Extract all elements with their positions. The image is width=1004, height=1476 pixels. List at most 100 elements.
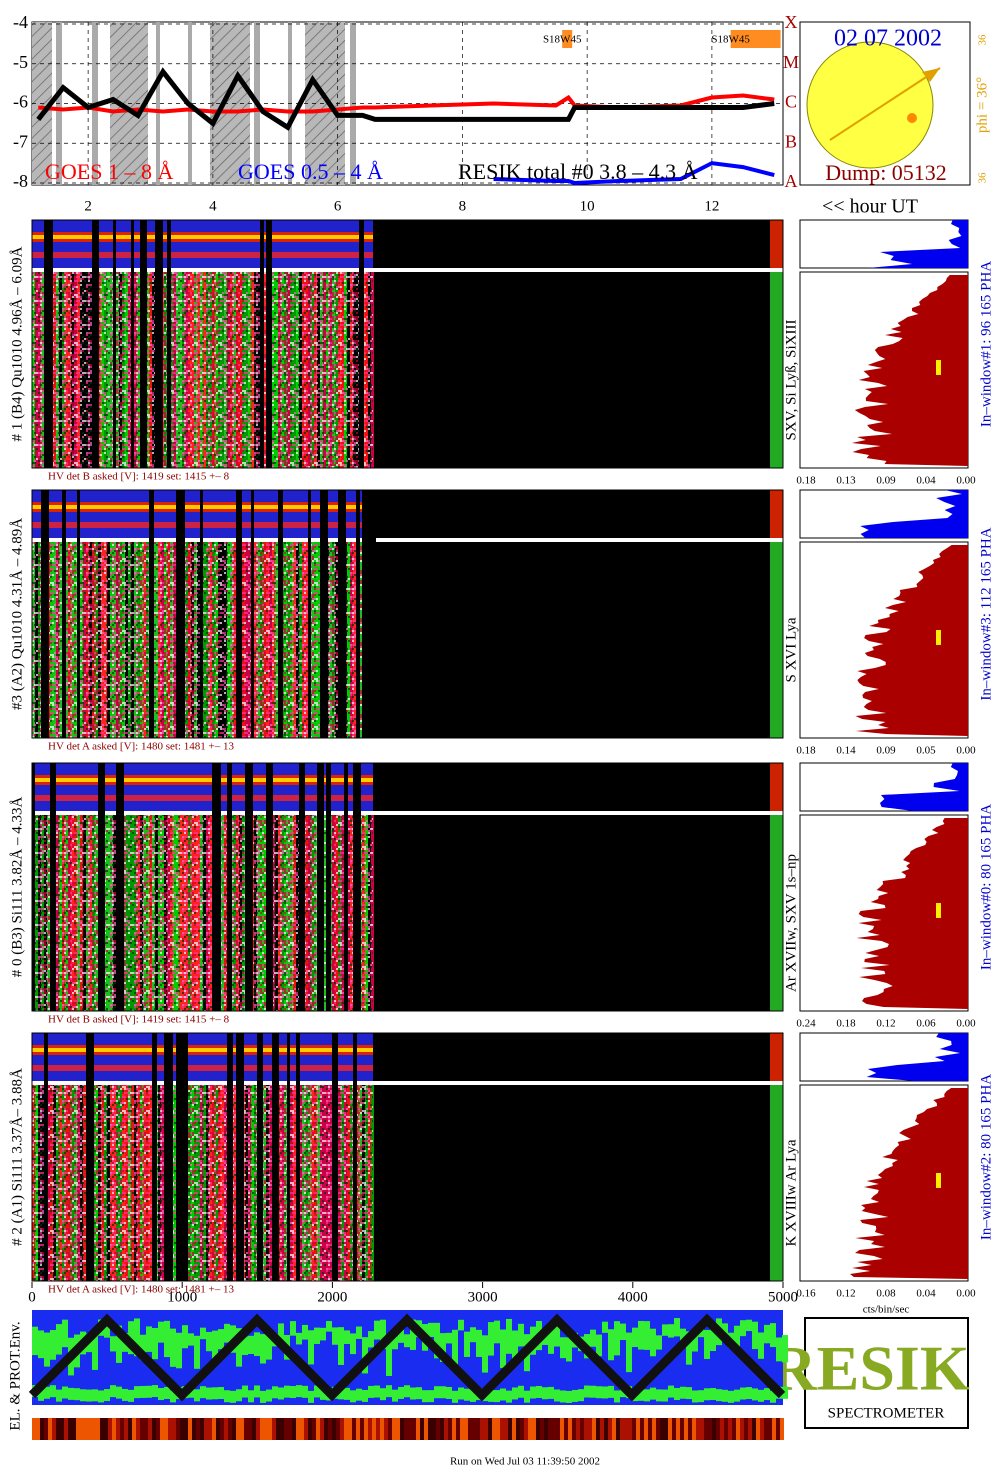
env-strip bbox=[408, 1418, 412, 1440]
dark-col bbox=[200, 490, 203, 738]
dark-col bbox=[308, 490, 311, 738]
env-green bbox=[398, 1329, 404, 1343]
env-green bbox=[218, 1329, 224, 1350]
env-green bbox=[422, 1390, 428, 1403]
env-strip bbox=[212, 1418, 216, 1440]
env-green bbox=[728, 1390, 734, 1403]
env-strip bbox=[236, 1418, 240, 1440]
y-tick-label: -7 bbox=[13, 131, 28, 151]
dark-col bbox=[257, 1033, 263, 1281]
env-green bbox=[518, 1323, 524, 1347]
env-green bbox=[674, 1388, 680, 1401]
env-strip bbox=[384, 1418, 388, 1440]
flare-label: S18W45 bbox=[543, 34, 582, 46]
dark-col bbox=[356, 490, 360, 738]
env-strip bbox=[684, 1418, 688, 1440]
raster bbox=[31, 762, 784, 1012]
hv: HV det A asked [V]: 1480 set: 1481 +– 13 bbox=[48, 741, 234, 753]
env-green bbox=[92, 1389, 98, 1402]
env-strip bbox=[188, 1418, 192, 1440]
env-green bbox=[320, 1327, 326, 1341]
env-strip bbox=[628, 1418, 632, 1440]
env-green bbox=[560, 1390, 566, 1403]
marker bbox=[936, 903, 941, 918]
env-green bbox=[212, 1387, 218, 1400]
env-strip bbox=[780, 1418, 784, 1440]
env-green bbox=[116, 1325, 122, 1363]
env-strip bbox=[112, 1418, 116, 1440]
env-strip bbox=[744, 1418, 748, 1440]
dark-col bbox=[44, 490, 47, 738]
hist-tick: 0.13 bbox=[836, 475, 856, 487]
env-green bbox=[248, 1390, 254, 1403]
dark-col bbox=[266, 220, 272, 468]
env-strip bbox=[416, 1418, 420, 1440]
frame bbox=[31, 219, 784, 469]
env-strip bbox=[472, 1418, 476, 1440]
env-strip bbox=[592, 1418, 596, 1440]
env-strip bbox=[588, 1418, 592, 1440]
count-tick: 4000 bbox=[618, 1289, 648, 1305]
env-strip bbox=[516, 1418, 520, 1440]
env-green bbox=[332, 1327, 338, 1345]
lines: SXV, Si Lyß, SiXIII bbox=[783, 319, 799, 440]
dark-col bbox=[152, 1033, 157, 1281]
env-green bbox=[470, 1327, 476, 1343]
dark-col bbox=[50, 763, 56, 1011]
dark-col bbox=[362, 490, 368, 738]
raster bbox=[31, 489, 784, 739]
series-line bbox=[36, 67, 775, 131]
env-strip bbox=[116, 1418, 120, 1440]
env-strip bbox=[720, 1418, 724, 1440]
hist-tick: 0.09 bbox=[876, 475, 896, 487]
pha-hist bbox=[867, 220, 968, 268]
gap bbox=[156, 22, 160, 185]
lines: Ar XVIIw, SXV 1s–np bbox=[783, 854, 799, 992]
env-strip bbox=[696, 1418, 700, 1440]
dark-col bbox=[368, 490, 376, 738]
env-strip bbox=[40, 1418, 44, 1440]
flare-spot bbox=[907, 113, 917, 123]
dark-col bbox=[131, 220, 134, 468]
env-green bbox=[50, 1385, 56, 1398]
hv: HV det A asked [V]: 1480 set: 1481 +– 13 bbox=[48, 1284, 234, 1296]
env-strip bbox=[508, 1418, 512, 1440]
hist-tick: 0.04 bbox=[916, 475, 936, 487]
edge bbox=[770, 272, 783, 468]
env-green bbox=[746, 1387, 752, 1400]
frame bbox=[31, 762, 784, 1012]
env-strip bbox=[272, 1418, 276, 1440]
dark-col bbox=[272, 1033, 279, 1281]
env-strip bbox=[320, 1418, 324, 1440]
env-strip bbox=[148, 1418, 152, 1440]
env-strip bbox=[240, 1418, 244, 1440]
env-strip bbox=[528, 1418, 532, 1440]
dark-col bbox=[299, 763, 305, 1011]
env-green bbox=[278, 1323, 284, 1342]
env-green bbox=[578, 1389, 584, 1402]
env-strip bbox=[488, 1418, 492, 1440]
class-label: A bbox=[785, 171, 798, 191]
env-green bbox=[602, 1386, 608, 1399]
env-green bbox=[254, 1385, 260, 1398]
env-green bbox=[470, 1389, 476, 1402]
env-strip bbox=[88, 1418, 92, 1440]
env-strip bbox=[676, 1418, 680, 1440]
env-green bbox=[410, 1319, 416, 1350]
env-green bbox=[194, 1389, 200, 1402]
flare-bar bbox=[562, 30, 573, 48]
env-green bbox=[734, 1389, 740, 1402]
env-strip bbox=[312, 1418, 316, 1440]
env-strip bbox=[764, 1418, 768, 1440]
env-strip bbox=[284, 1418, 288, 1440]
env-green bbox=[62, 1319, 68, 1348]
env-strip bbox=[352, 1418, 356, 1440]
flare-label: S18W45 bbox=[711, 34, 750, 46]
env-green bbox=[344, 1330, 350, 1344]
env-strip bbox=[160, 1418, 164, 1440]
env-green bbox=[440, 1386, 446, 1399]
env-strip bbox=[152, 1418, 156, 1440]
env-strip bbox=[536, 1418, 540, 1440]
env-green bbox=[110, 1385, 116, 1398]
env-strip bbox=[632, 1418, 636, 1440]
